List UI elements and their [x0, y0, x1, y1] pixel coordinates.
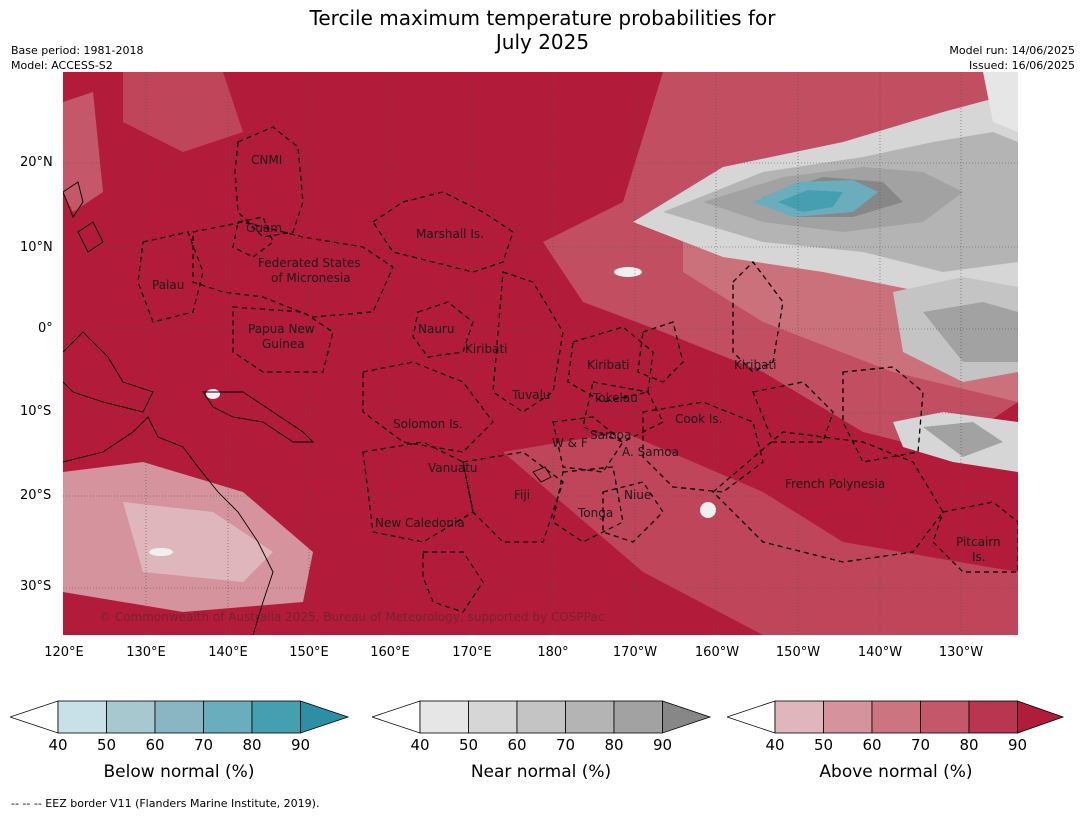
lon-label: 130°W	[938, 645, 984, 660]
place-label: Guam	[246, 221, 282, 235]
colorbar-tick: 80	[604, 736, 624, 754]
place-label: Kiribati	[587, 358, 629, 372]
colorbar-tick: 80	[242, 736, 262, 754]
lon-label: 180°	[537, 645, 569, 660]
model-name: Model: ACCESS-S2	[11, 59, 113, 72]
colorbar-near: 40 50 60 70 80 90 Near normal (%)	[370, 700, 712, 800]
place-label: Palau	[152, 278, 184, 292]
place-label: New Caledonia	[375, 516, 465, 530]
base-period: Base period: 1981-2018	[11, 44, 144, 57]
place-label: Pitcairn	[956, 535, 1001, 549]
place-label: of Micronesia	[271, 271, 351, 285]
colorbar-above-label: Above normal (%)	[819, 762, 973, 782]
place-label: Solomon Is.	[393, 417, 463, 431]
colorbar-tick: 60	[507, 736, 527, 754]
colorbar-tick: 40	[410, 736, 430, 754]
colorbar-near-label: Near normal (%)	[470, 762, 612, 782]
lat-label: 10°N	[20, 240, 53, 255]
lon-label: 130°E	[126, 645, 166, 660]
place-label: CNMI	[251, 153, 282, 167]
colorbar-tick: 90	[1007, 736, 1028, 754]
lon-label: 120°E	[44, 645, 84, 660]
map-title: Tercile maximum temperature probabilitie…	[0, 6, 1085, 54]
place-label: French Polynesia	[785, 477, 885, 491]
place-label: Tonga	[577, 506, 613, 520]
place-label: Fiji	[514, 488, 530, 502]
place-label: Tuvalu	[511, 388, 551, 402]
place-label: Kiribati	[734, 358, 776, 372]
colorbar-tick: 50	[96, 736, 117, 754]
colorbar-tick: 90	[652, 736, 673, 754]
colorbar-near-swatches	[370, 700, 712, 734]
place-label: Nauru	[418, 322, 454, 336]
place-label: A. Samoa	[622, 445, 679, 459]
lat-label: 20°S	[20, 488, 52, 503]
colorbar-below: 40 50 60 70 80 90 Below normal (%)	[8, 700, 350, 800]
lon-label: 160°E	[370, 645, 410, 660]
lat-label: 20°N	[20, 155, 53, 170]
issued-date: Issued: 16/06/2025	[968, 59, 1075, 72]
place-label: Niue	[624, 488, 651, 502]
map-canvas: CNMI Guam Marshall Is. Federated States …	[63, 72, 1018, 635]
title-line-1: Tercile maximum temperature probabilitie…	[309, 6, 776, 30]
lon-label: 150°E	[289, 645, 329, 660]
place-label: Kiribati	[465, 342, 507, 356]
lon-label: 150°W	[775, 645, 821, 660]
place-label: Guinea	[262, 337, 305, 351]
colorbar-tick: 40	[765, 736, 785, 754]
place-label: Cook Is.	[675, 412, 722, 426]
lon-label: 140°W	[857, 645, 903, 660]
eez-border-note: -- -- -- EEZ border V11 (Flanders Marine…	[11, 797, 320, 810]
colorbar-tick: 90	[290, 736, 311, 754]
place-label: Tokelau	[592, 391, 638, 405]
place-label: Vanuatu	[428, 461, 478, 475]
colorbar-below-swatches	[8, 700, 350, 734]
colorbar-tick: 60	[145, 736, 165, 754]
copyright-notice: © Commonwealth of Australia 2025, Bureau…	[99, 610, 604, 624]
colorbar-above: 40 50 60 70 80 90 Above normal (%)	[725, 700, 1067, 800]
place-label: Samoa	[590, 428, 631, 442]
colorbar-tick: 60	[862, 736, 882, 754]
lat-label: 30°S	[20, 579, 52, 594]
colorbar-above-swatches	[725, 700, 1065, 734]
lat-label: 0°	[38, 321, 53, 336]
lon-label: 170°W	[612, 645, 658, 660]
title-line-2: July 2025	[495, 30, 590, 54]
place-label: Marshall Is.	[416, 227, 484, 241]
colorbar-tick: 50	[458, 736, 479, 754]
place-label: W & F	[552, 436, 588, 450]
probability-map: CNMI Guam Marshall Is. Federated States …	[63, 72, 1018, 635]
model-run: Model run: 14/06/2025	[949, 44, 1075, 57]
colorbar-tick: 40	[48, 736, 68, 754]
colorbar-tick: 50	[813, 736, 834, 754]
lat-label: 10°S	[20, 404, 52, 419]
lon-label: 160°W	[694, 645, 740, 660]
colorbar-tick: 80	[959, 736, 979, 754]
meta-left: Base period: 1981-2018 Model: ACCESS-S2	[11, 43, 143, 73]
place-label: Is.	[972, 550, 986, 564]
colorbar-tick: 70	[910, 736, 931, 754]
lon-label: 140°E	[208, 645, 248, 660]
colorbar-tick: 70	[555, 736, 576, 754]
colorbar-tick: 70	[193, 736, 214, 754]
lon-label: 170°E	[452, 645, 492, 660]
place-label: Federated States	[258, 256, 360, 270]
meta-right: Model run: 14/06/2025 Issued: 16/06/2025	[949, 43, 1075, 73]
colorbar-below-label: Below normal (%)	[103, 762, 255, 782]
place-label: Papua New	[248, 322, 315, 336]
